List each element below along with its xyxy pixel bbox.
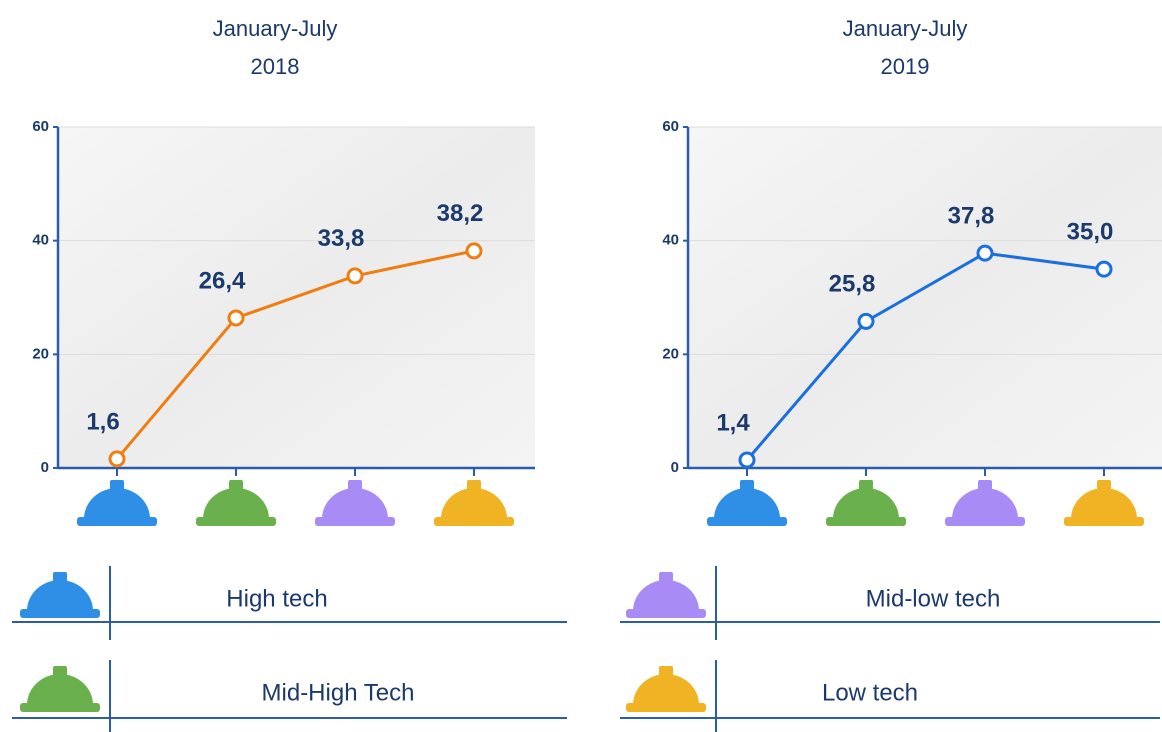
- y-tick-label: 40: [32, 232, 49, 249]
- helmet-dome: [714, 488, 780, 519]
- helmet-dome: [84, 488, 150, 519]
- helmet-dome: [952, 488, 1018, 519]
- chart-subtitle: 2019: [881, 54, 930, 79]
- data-point: [227, 309, 245, 327]
- y-tick-label: 0: [41, 459, 49, 476]
- helmet-brim: [20, 703, 100, 712]
- data-label: 25,8: [829, 271, 876, 298]
- chart-title: January-July: [843, 16, 968, 41]
- helmet-dome: [633, 674, 699, 705]
- data-point: [976, 244, 994, 262]
- data-label: 26,4: [199, 267, 246, 294]
- legend-label: Mid-High Tech: [262, 679, 415, 706]
- legend-label: High tech: [226, 585, 327, 612]
- y-tick-label: 20: [32, 345, 49, 362]
- helmet-brim: [626, 703, 706, 712]
- data-point: [108, 450, 126, 468]
- data-label: 35,0: [1067, 218, 1114, 245]
- data-point: [465, 242, 483, 260]
- helmet-brim: [77, 517, 157, 526]
- data-point: [1095, 260, 1113, 278]
- helmet-dome: [203, 488, 269, 519]
- y-tick-label: 20: [662, 345, 679, 362]
- data-label: 1,6: [86, 408, 119, 435]
- helmet-brim: [20, 609, 100, 618]
- data-label: 1,4: [716, 409, 750, 436]
- data-line: [745, 251, 1105, 462]
- data-label: 33,8: [318, 225, 365, 252]
- data-line: [115, 249, 475, 460]
- data-point: [857, 312, 875, 330]
- legend-label: Mid-low tech: [866, 585, 1001, 612]
- helmet-dome: [27, 580, 93, 611]
- data-point: [738, 451, 756, 469]
- plot-background: [688, 127, 1162, 468]
- helmet-brim: [1064, 517, 1144, 526]
- chart-subtitle: 2018: [251, 54, 300, 79]
- helmet-brim: [826, 517, 906, 526]
- y-tick-label: 60: [662, 118, 679, 135]
- helmet-brim: [945, 517, 1025, 526]
- y-tick-label: 60: [32, 118, 49, 135]
- data-label: 37,8: [948, 203, 995, 230]
- legend-label: Low tech: [822, 679, 918, 706]
- chart-title: January-July: [213, 16, 338, 41]
- data-label: 38,2: [437, 200, 484, 227]
- helmet-brim: [626, 609, 706, 618]
- helmet-brim: [707, 517, 787, 526]
- helmet-dome: [1071, 488, 1137, 519]
- helmet-dome: [27, 674, 93, 705]
- helmet-brim: [196, 517, 276, 526]
- helmet-dome: [633, 580, 699, 611]
- helmet-brim: [315, 517, 395, 526]
- helmet-brim: [434, 517, 514, 526]
- helmet-dome: [441, 488, 507, 519]
- y-tick-label: 40: [662, 232, 679, 249]
- helmet-dome: [833, 488, 899, 519]
- helmet-dome: [322, 488, 388, 519]
- y-tick-label: 0: [671, 459, 679, 476]
- data-point: [346, 267, 364, 285]
